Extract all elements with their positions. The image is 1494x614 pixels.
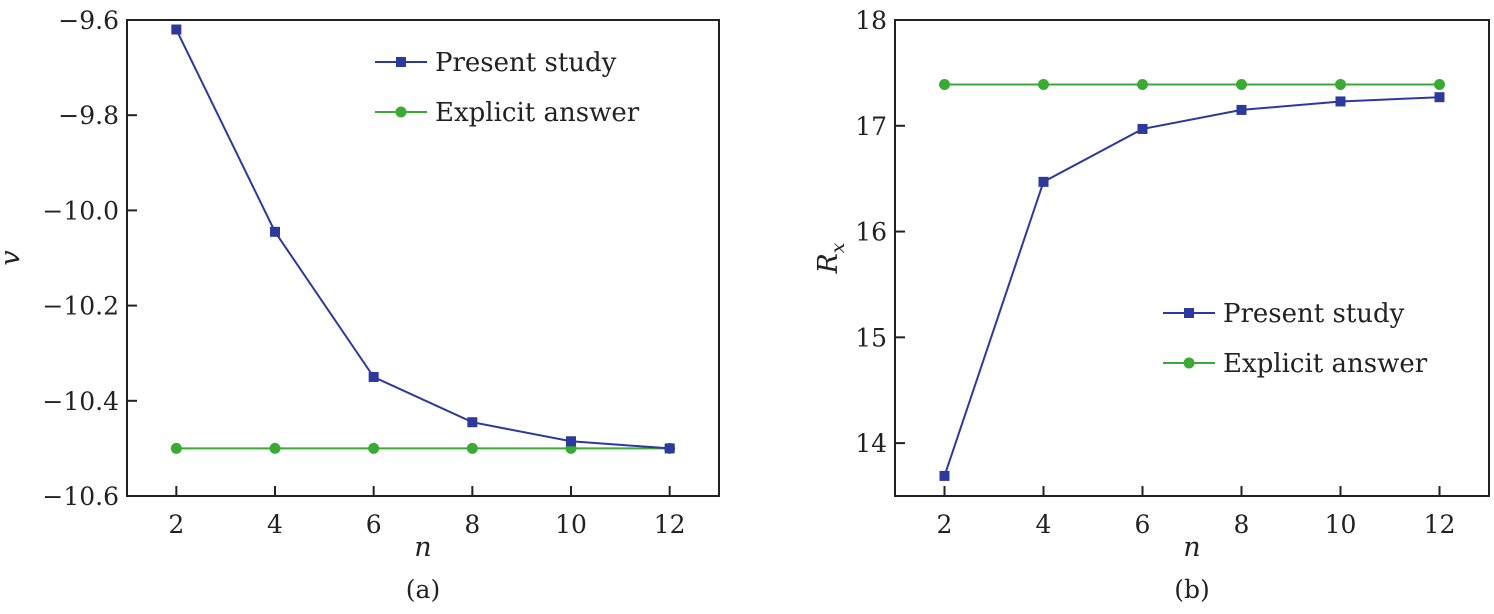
data-point-circle xyxy=(368,442,380,454)
y-tick-label: −9.6 xyxy=(58,6,119,35)
x-tick-label: 10 xyxy=(1325,510,1357,539)
legend-square-marker xyxy=(1184,308,1194,318)
y-tick-label: −10.6 xyxy=(42,482,119,511)
data-point-square xyxy=(467,417,478,428)
data-point-square xyxy=(368,372,379,382)
data-point-circle xyxy=(939,79,950,91)
x-tick-label: 4 xyxy=(267,510,283,539)
x-tick-label: 6 xyxy=(366,510,382,539)
y-tick-label: −10.4 xyxy=(42,387,119,416)
legend-label: Present study xyxy=(1223,299,1405,329)
y-tick-label: 17 xyxy=(855,112,887,141)
series-line-present-study xyxy=(175,29,670,450)
y-tick-label: −10.2 xyxy=(42,292,119,321)
data-point-square xyxy=(566,436,576,447)
data-point-circle xyxy=(170,442,182,454)
data-point-square xyxy=(1335,96,1346,107)
data-point-circle xyxy=(1335,79,1346,91)
legend-label: Explicit answer xyxy=(1223,349,1428,379)
x-tick-label: 2 xyxy=(168,510,184,539)
legend-label: Present study xyxy=(435,48,617,78)
x-tick-label: 12 xyxy=(1424,510,1456,539)
data-point-circle xyxy=(1434,79,1445,91)
legend-label: Explicit answer xyxy=(435,98,640,128)
x-tick-label: 6 xyxy=(1135,510,1151,539)
legend-circle-marker xyxy=(395,106,407,118)
x-axis-label: n xyxy=(1183,532,1200,563)
x-axis-label: n xyxy=(414,532,431,563)
plot-frame xyxy=(126,19,720,497)
data-point-circle xyxy=(1236,79,1247,91)
data-point-circle xyxy=(269,442,281,454)
y-tick-label: −9.8 xyxy=(58,101,119,130)
x-tick-label: 4 xyxy=(1036,510,1052,539)
plot-frame xyxy=(894,19,1490,497)
legend: Present study Explicit answer xyxy=(1163,299,1428,379)
data-point-square xyxy=(270,226,280,237)
data-point-square xyxy=(939,470,950,481)
chart-panel-a: 2 4 6 8 10 12 −9.6 −9.8 −10.0 −10.2 −10.4 −10.6 n v (a… xyxy=(0,6,720,604)
x-tick-label: 12 xyxy=(654,510,686,539)
chart-panel-b: 2 4 6 8 10 12 14 15 16 17 18 n Rx (b) Present study Exp… xyxy=(813,6,1490,604)
data-point-circle xyxy=(1038,79,1049,91)
x-tick-label: 10 xyxy=(555,510,587,539)
x-tick-label: 8 xyxy=(464,510,480,539)
data-point-circle xyxy=(466,442,478,454)
x-tick-label: 8 xyxy=(1234,510,1250,539)
data-point-circle xyxy=(1137,79,1148,91)
y-tick-label: 15 xyxy=(855,323,887,352)
y-axis-label: Rx xyxy=(813,242,849,274)
x-tick-label: 2 xyxy=(937,510,953,539)
data-point-square xyxy=(1434,92,1445,103)
legend: Present study Explicit answer xyxy=(375,48,640,128)
data-point-square xyxy=(664,443,675,454)
panel-caption: (a) xyxy=(406,575,440,604)
y-tick-label: −10.0 xyxy=(42,196,119,225)
panel-caption: (b) xyxy=(1174,575,1210,604)
y-tick-label: 18 xyxy=(855,6,887,35)
y-tick-label: 16 xyxy=(855,218,887,247)
y-tick-label: 14 xyxy=(855,429,887,458)
data-point-square xyxy=(1137,123,1148,134)
data-point-square xyxy=(171,24,182,35)
legend-square-marker xyxy=(396,57,406,67)
data-point-square xyxy=(1038,176,1049,187)
legend-circle-marker xyxy=(1183,357,1195,369)
series-line-present-study xyxy=(943,96,1440,477)
data-point-square xyxy=(1236,104,1247,115)
y-axis-label: v xyxy=(0,250,26,265)
